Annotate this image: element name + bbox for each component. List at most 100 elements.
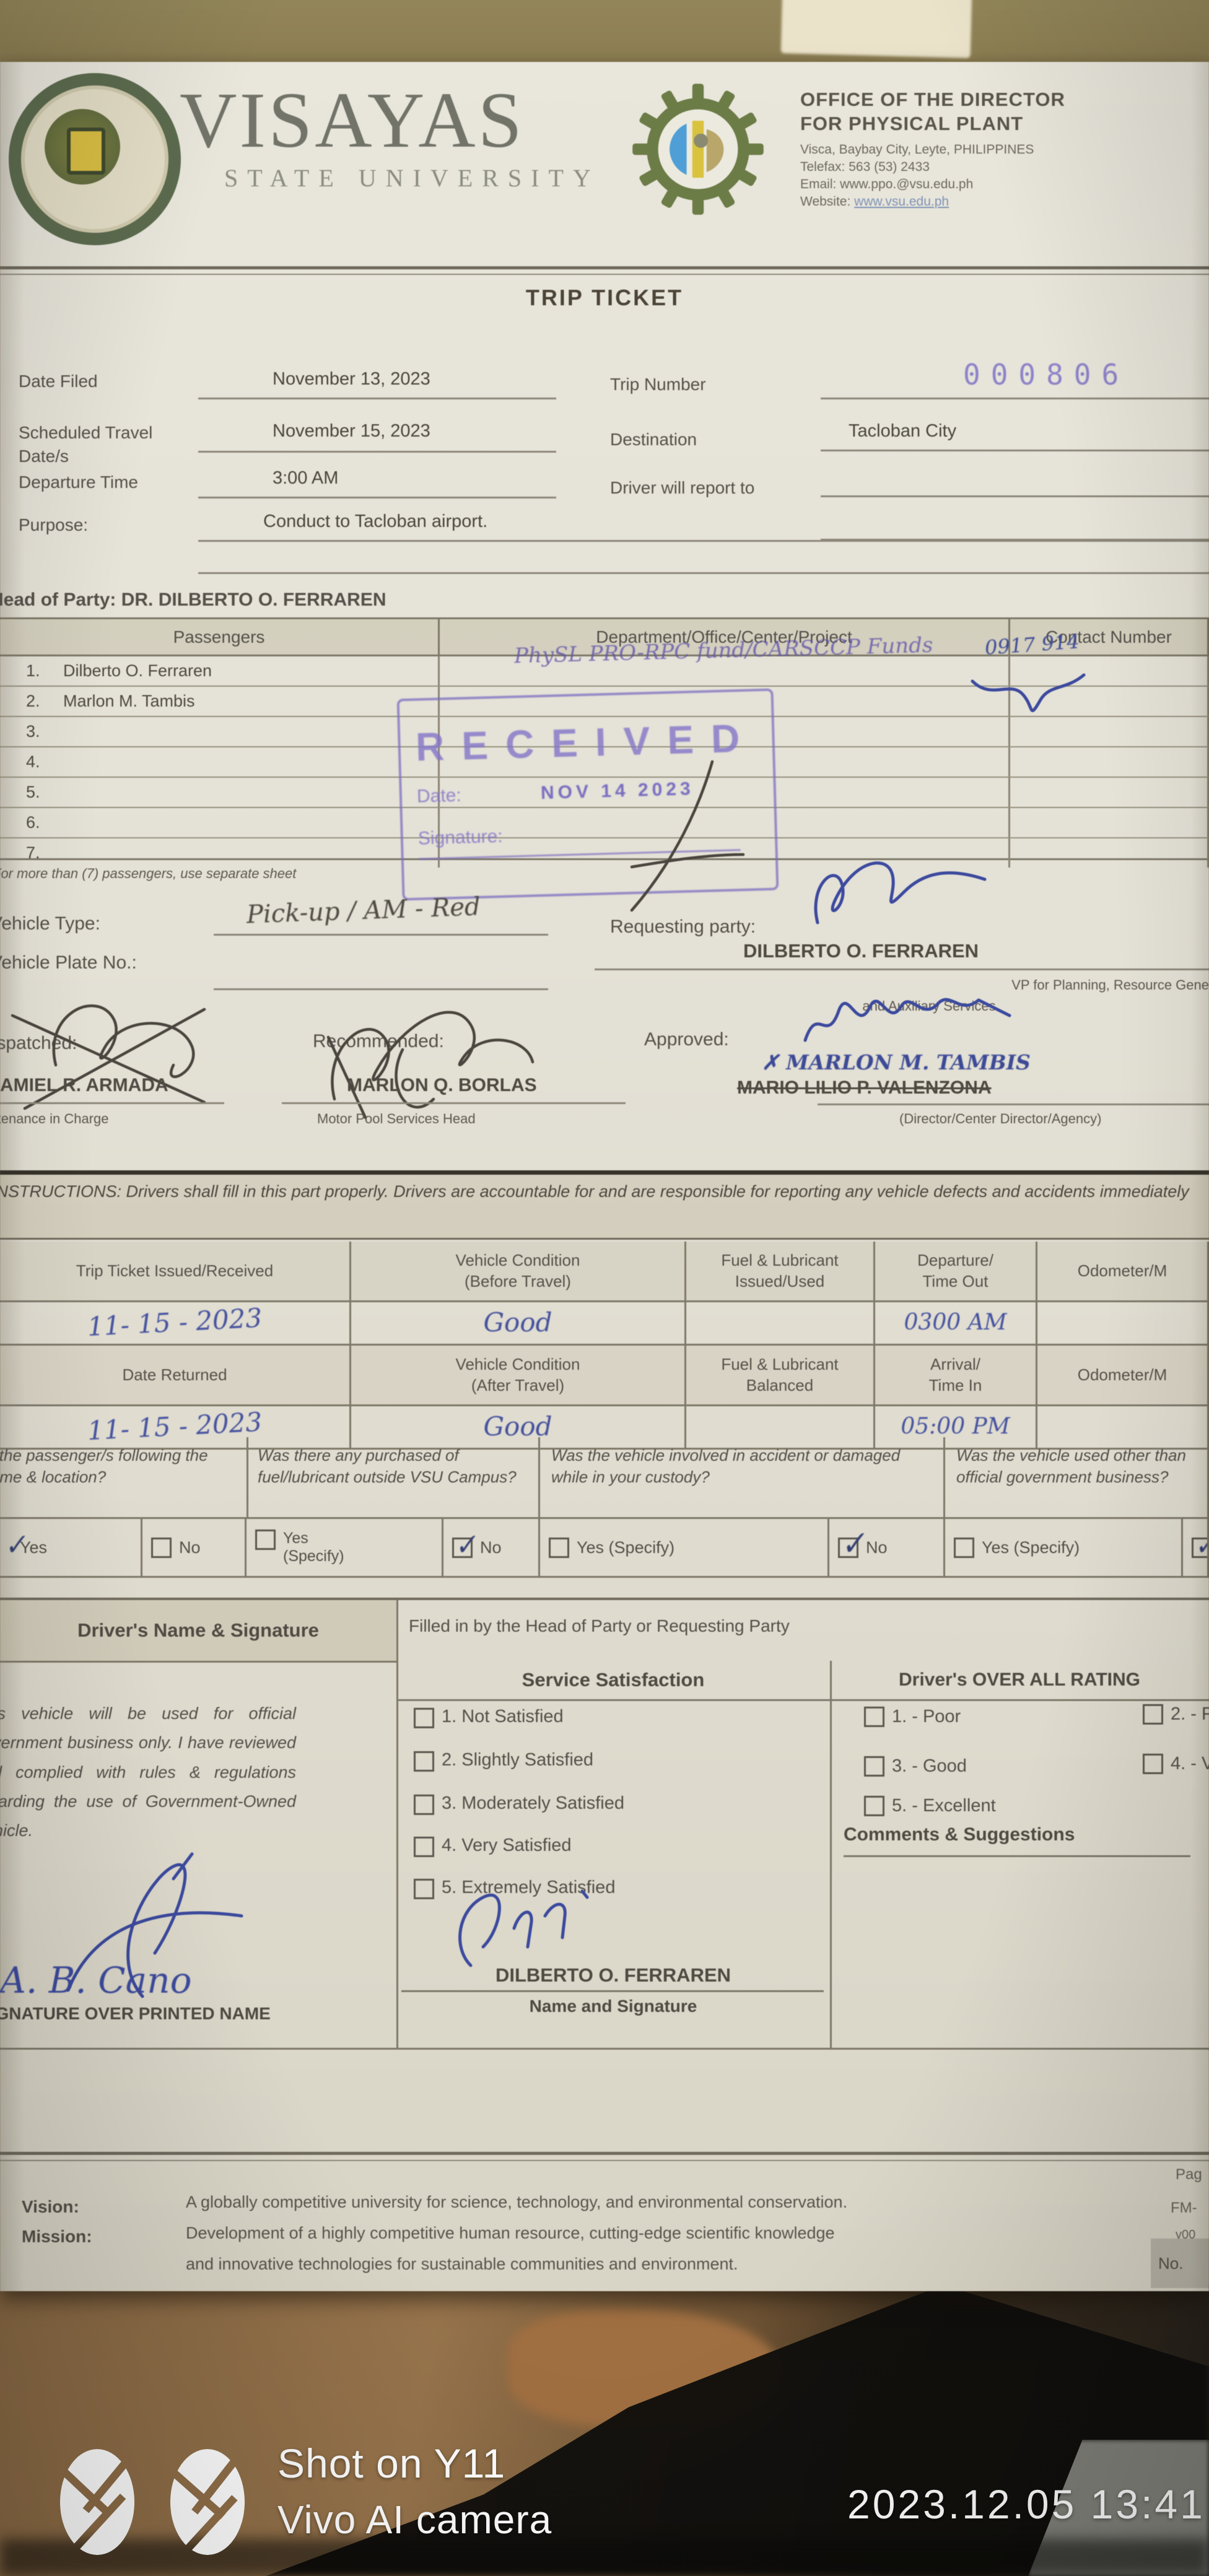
mission-text-1: Development of a highly competitive huma… <box>186 2224 835 2242</box>
dispatched-name: AMIEL R. ARMADA <box>0 1075 168 1095</box>
header-text: Balanced <box>746 1375 814 1395</box>
row-number: 1. <box>26 661 40 680</box>
mission-label: Mission: <box>22 2227 92 2246</box>
instructions-band: INSTRUCTIONS: Drivers shall fill in this… <box>0 1170 1209 1240</box>
header-text: (Before Travel) <box>465 1271 571 1290</box>
overall-rating-title: Driver's OVER ALL RATING <box>899 1669 1140 1690</box>
rate-4-checkbox <box>1143 1754 1163 1774</box>
header-cell: Departure/Time Out <box>875 1242 1037 1302</box>
q4-no-checkbox: ✓ <box>1192 1528 1207 1562</box>
sat-2-label: 2. Slightly Satisfied <box>442 1750 594 1770</box>
handwritten-value: 05:00 PM <box>901 1414 1010 1440</box>
driver-report-line1 <box>821 495 1209 497</box>
watermark-text: Shot on Y11 Vivo AI camera <box>277 2440 552 2543</box>
footer-page-chip: Pag <box>1176 2166 1202 2183</box>
vehicle-type-label: Vehicle Type: <box>0 913 100 934</box>
requesting-party-line <box>595 968 1209 970</box>
sat-3-label: 3. Moderately Satisfied <box>442 1793 624 1813</box>
handwritten-value: Good <box>483 1307 552 1338</box>
vehicle-type-line <box>214 934 548 936</box>
header-cell: Arrival/Time In <box>875 1346 1037 1406</box>
value-cell <box>686 1406 875 1450</box>
value-cell: 11- 15 - 2023 <box>0 1406 351 1450</box>
header-cell: Vehicle Condition (After Travel) <box>351 1346 686 1406</box>
footer-rule-thin <box>0 2160 1209 2161</box>
q2-yes-line2: (Specify) <box>283 1547 344 1565</box>
questions-table: Was the passenger/s following the call t… <box>0 1437 1209 1578</box>
dispatched-label: Dispatched: <box>0 1033 77 1053</box>
header-text: Time In <box>928 1375 982 1395</box>
purpose-value: Conduct to Tacloban airport. <box>263 511 488 531</box>
header-text: Vehicle Condition <box>455 1354 580 1373</box>
university-subname: STATE UNIVERSITY <box>224 164 600 192</box>
scheduled-line <box>198 451 556 453</box>
filled-by-text: Filled in by the Head of Party or Reques… <box>409 1616 790 1635</box>
university-name: VISAYAS <box>180 76 525 164</box>
q1-yes-cell: ✓ Yes <box>0 1519 142 1578</box>
row-number: 5. <box>26 783 40 801</box>
driver-signature <box>66 1852 243 1998</box>
q3-no-label: No <box>866 1538 888 1557</box>
header-cell: Vehicle Condition (Before Travel) <box>351 1242 686 1302</box>
office-title-line1: OFFICE OF THE DIRECTOR <box>800 89 1065 110</box>
q1-yes-checkbox: ✓ <box>2 1528 28 1562</box>
rate-1-label: 1. - Poor <box>892 1707 961 1726</box>
value-cell: Good <box>351 1406 686 1450</box>
destination-label: Destination <box>610 430 697 449</box>
sat-4-label: 4. Very Satisfied <box>442 1835 572 1855</box>
approved-line <box>818 1103 1209 1105</box>
satisfaction-option: 4. Very Satisfied <box>414 1835 572 1857</box>
camera-text: Vivo AI camera <box>277 2497 552 2542</box>
instructions-text: INSTRUCTIONS: Drivers shall fill in this… <box>0 1182 1189 1201</box>
footer-no-label: No. <box>1158 2253 1184 2273</box>
rate-2-label: 2. - Fa <box>1171 1704 1209 1724</box>
q1-yes-mark: ✓ <box>1 1528 29 1562</box>
q2-yes-label: Yes (Specify) <box>283 1530 344 1565</box>
header-rule-thin <box>0 274 1209 275</box>
aperture-icon <box>59 2448 135 2556</box>
departure-label: Departure Time <box>19 472 138 492</box>
question-4: Was the vehicle used other than official… <box>945 1437 1209 1519</box>
q4-no-mark: ✓ <box>1191 1528 1209 1562</box>
header-cell: Date Returned <box>0 1346 351 1406</box>
header-cell: Trip Ticket Issued/Received <box>0 1242 351 1302</box>
driver-signature-caption: SIGNATURE OVER PRINTED NAME <box>0 2004 271 2023</box>
header-text: Issued/Used <box>735 1271 825 1290</box>
subheader-band: Service Satisfaction Driver's OVER ALL R… <box>396 1661 1209 1701</box>
approved-printed-name: MARIO LILIO P. VALENZONA <box>737 1077 992 1098</box>
q1-no-cell: No <box>142 1519 247 1578</box>
vehicle-plate-label: Vehicle Plate No.: <box>0 952 137 973</box>
stamp-date-label: Date: <box>416 785 462 807</box>
purpose-label: Purpose: <box>19 515 89 534</box>
footer-rule-thick <box>0 2152 1209 2155</box>
q2-no-cell: ✓ No <box>443 1519 540 1578</box>
header-text: Odometer/M <box>1077 1261 1168 1280</box>
head-of-party-name: DILBERTO O. FERRAREN <box>495 1964 731 1986</box>
dispatched-role: Maintenance in Charge <box>0 1111 109 1126</box>
approved-label: Approved: <box>644 1029 729 1050</box>
scheduled-value: November 15, 2023 <box>273 421 430 441</box>
recommended-line <box>282 1102 626 1104</box>
header-text: Departure/ <box>917 1250 993 1269</box>
question-2: Was there any purchased of fuel/lubrican… <box>247 1437 540 1519</box>
office-title-line2: FOR PHYSICAL PLANT <box>800 112 1024 134</box>
destination-line <box>821 450 1209 451</box>
recommended-role: Motor Pool Services Head <box>317 1111 476 1126</box>
header-text: Arrival/ <box>930 1354 980 1373</box>
rating-option: 1. - Poor <box>864 1707 961 1727</box>
value-cell <box>1037 1302 1209 1346</box>
q2-yes-checkbox <box>255 1529 276 1550</box>
dispatched-signature <box>11 1004 206 1110</box>
rating-option: 2. - Fa <box>1143 1704 1209 1725</box>
q3-no-mark: ✓ <box>837 1524 868 1563</box>
head-of-party-signature <box>458 1889 589 1967</box>
column-divider-2 <box>830 1661 832 2048</box>
vision-label: Vision: <box>22 2197 79 2216</box>
answers-row: ✓ Yes No Yes (Specify) ✓ No Yes (Specif <box>0 1519 1209 1578</box>
q3-yes-label: Yes (Specify) <box>577 1538 675 1557</box>
q4-yes-checkbox <box>954 1537 974 1558</box>
scheduled-label: Scheduled Travel Date/s <box>19 423 153 466</box>
handwritten-value: 11- 15 - 2023 <box>86 1302 263 1342</box>
satisfaction-option: 3. Moderately Satisfied <box>414 1793 624 1815</box>
paper-scrap-top-right <box>780 0 972 58</box>
